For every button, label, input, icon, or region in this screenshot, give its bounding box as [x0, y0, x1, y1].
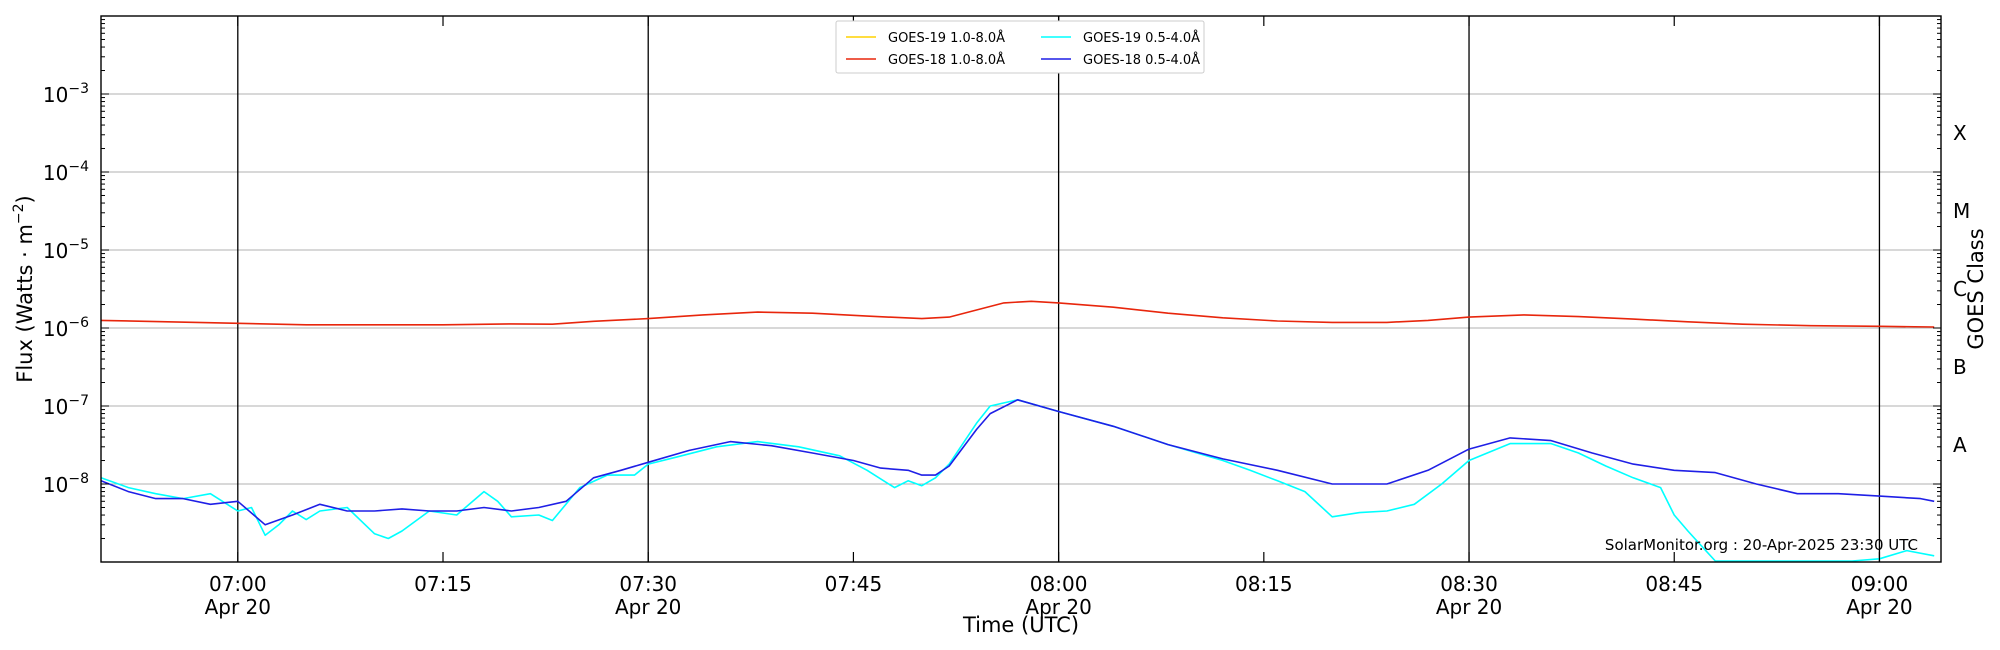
x-tick-date-label: Apr 20 [1846, 595, 1912, 619]
legend: GOES-19 1.0-8.0Å GOES-18 1.0-8.0Å GOES-19 … [835, 20, 1205, 74]
x-tick-label: 07:30 [619, 572, 677, 596]
x-tick-label: 08:45 [1645, 572, 1703, 596]
y-tick-labels: 10−8 10−7 10−6 10−5 10−4 10−3 [43, 81, 89, 497]
x-tick-label: 08:30 [1440, 572, 1498, 596]
x-tick-label: 07:45 [825, 572, 883, 596]
flux-series [100, 300, 1935, 562]
x-tick-date-label: Apr 20 [1436, 595, 1502, 619]
series-line [100, 398, 1935, 526]
y-tick-label: 10−7 [43, 393, 89, 419]
x-tick-label: 09:00 [1851, 572, 1909, 596]
legend-box [835, 20, 1205, 74]
axis-ticks [101, 16, 1941, 563]
legend-label: GOES-18 0.5-4.0Å [1083, 52, 1200, 68]
x-tick-date-label: Apr 20 [205, 595, 271, 619]
plot-frame [100, 15, 1942, 563]
y-tick-label: 10−5 [43, 237, 89, 263]
y-tick-label: 10−4 [43, 159, 89, 185]
credit-text: SolarMonitor.org : 20-Apr-2025 23:30 UTC [1605, 536, 1918, 554]
goes-class-label: A [1953, 433, 1967, 457]
goes-class-labels: A B C M X [1953, 121, 1970, 457]
x-axis-title: Time (UTC) [962, 613, 1079, 637]
y-tick-label: 10−3 [43, 81, 89, 107]
goes-class-label: C [1953, 277, 1967, 301]
series-line [100, 398, 1935, 562]
series-line [100, 300, 1935, 328]
y-axis-title: Flux (Watts · m−2) [11, 195, 37, 383]
y-tick-label: 10−8 [43, 471, 89, 497]
x-tick-label: 07:00 [209, 572, 267, 596]
goes-class-label: M [1953, 199, 1970, 223]
goes-class-label: B [1953, 355, 1967, 379]
legend-label: GOES-19 0.5-4.0Å [1083, 30, 1200, 46]
x-tick-label: 07:15 [414, 572, 472, 596]
x-tick-date-label: Apr 20 [615, 595, 681, 619]
y2-axis-title: GOES Class [1964, 228, 1988, 349]
legend-label: GOES-18 1.0-8.0Å [888, 52, 1005, 68]
legend-label: GOES-19 1.0-8.0Å [888, 30, 1005, 46]
y-tick-label: 10−6 [43, 315, 89, 341]
x-tick-label: 08:15 [1235, 572, 1293, 596]
day-vertical-lines [237, 16, 1881, 562]
x-tick-label: 08:00 [1030, 572, 1088, 596]
goes-class-label: X [1953, 121, 1967, 145]
x-tick-date-label: Apr 20 [1025, 595, 1091, 619]
gridlines [101, 93, 1941, 485]
